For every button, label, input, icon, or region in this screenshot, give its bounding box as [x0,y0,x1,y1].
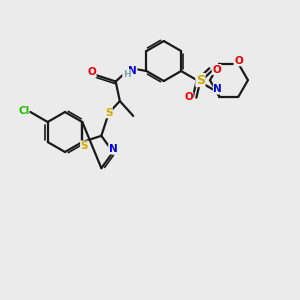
Text: S: S [196,74,205,86]
Text: S: S [81,141,88,151]
Text: N: N [128,66,137,76]
Text: O: O [234,56,243,66]
Text: N: N [109,144,118,154]
Text: H: H [123,70,130,79]
Text: O: O [212,64,221,75]
Text: O: O [87,67,96,77]
Text: O: O [184,92,193,102]
Text: N: N [213,84,222,94]
Text: Cl: Cl [19,106,30,116]
Text: S: S [105,108,112,118]
